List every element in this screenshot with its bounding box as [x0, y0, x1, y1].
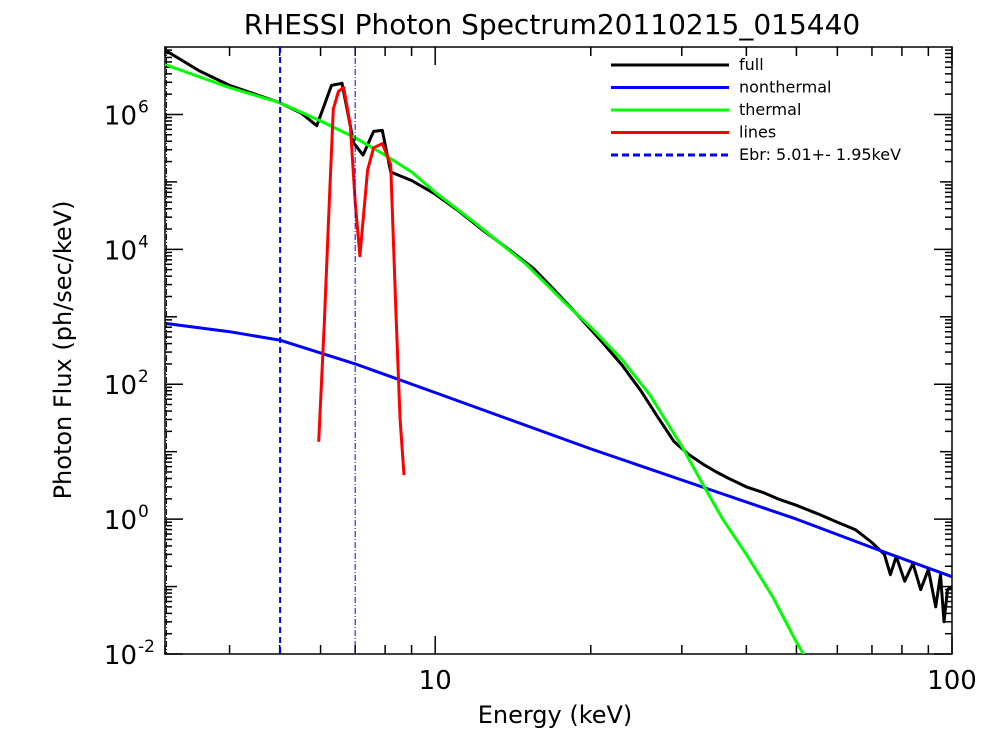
x-tick-label: 100 — [927, 666, 977, 696]
y-tick-base: 10 — [104, 371, 137, 401]
legend-entry: nonthermal — [611, 78, 831, 97]
y-tick-exponent: 6 — [138, 97, 149, 117]
plot-frame — [164, 46, 953, 655]
y-tick-exponent: -2 — [138, 637, 155, 657]
legend-entry: thermal — [611, 100, 801, 119]
legend-label: full — [739, 55, 764, 74]
legend: full nonthermal thermal lines Ebr: 5.01+- 1.… — [611, 55, 901, 164]
series-line-nonthermal — [165, 321, 952, 579]
y-tick-label: 10 4 — [104, 232, 149, 266]
legend-label: thermal — [739, 100, 801, 119]
y-tick-label: 10 0 — [104, 502, 149, 536]
y-tick-label: 10 6 — [104, 97, 149, 131]
y-tick-base: 10 — [104, 506, 137, 536]
vertical-lines-layer — [166, 47, 356, 654]
y-axis-label: Photon Flux (ph/sec/keV) — [49, 201, 77, 500]
y-tick-label: 10 -2 — [104, 637, 155, 671]
y-tick-exponent: 4 — [138, 232, 149, 252]
x-axis-label: Energy (keV) — [478, 701, 633, 729]
y-tick-label: 10 2 — [104, 367, 149, 401]
legend-label: nonthermal — [739, 78, 831, 97]
x-axis-ticks: 10 100 — [164, 47, 977, 696]
series-line-thermal — [165, 63, 806, 654]
series-line-full — [165, 48, 952, 624]
y-tick-base: 10 — [104, 641, 137, 671]
x-tick-label: 10 — [419, 666, 452, 696]
series-line-lines — [317, 86, 406, 476]
y-tick-exponent: 2 — [138, 367, 149, 387]
series-layer — [165, 48, 952, 654]
legend-label: Ebr: 5.01+- 1.95keV — [739, 145, 901, 164]
legend-entry: lines — [611, 123, 776, 142]
chart-title: RHESSI Photon Spectrum20110215_015440 — [244, 8, 861, 41]
y-tick-base: 10 — [104, 101, 137, 131]
legend-entry: full — [611, 55, 764, 74]
legend-label: lines — [739, 123, 776, 142]
legend-entry: Ebr: 5.01+- 1.95keV — [611, 145, 901, 164]
y-tick-base: 10 — [104, 236, 137, 266]
y-tick-exponent: 0 — [138, 502, 149, 522]
